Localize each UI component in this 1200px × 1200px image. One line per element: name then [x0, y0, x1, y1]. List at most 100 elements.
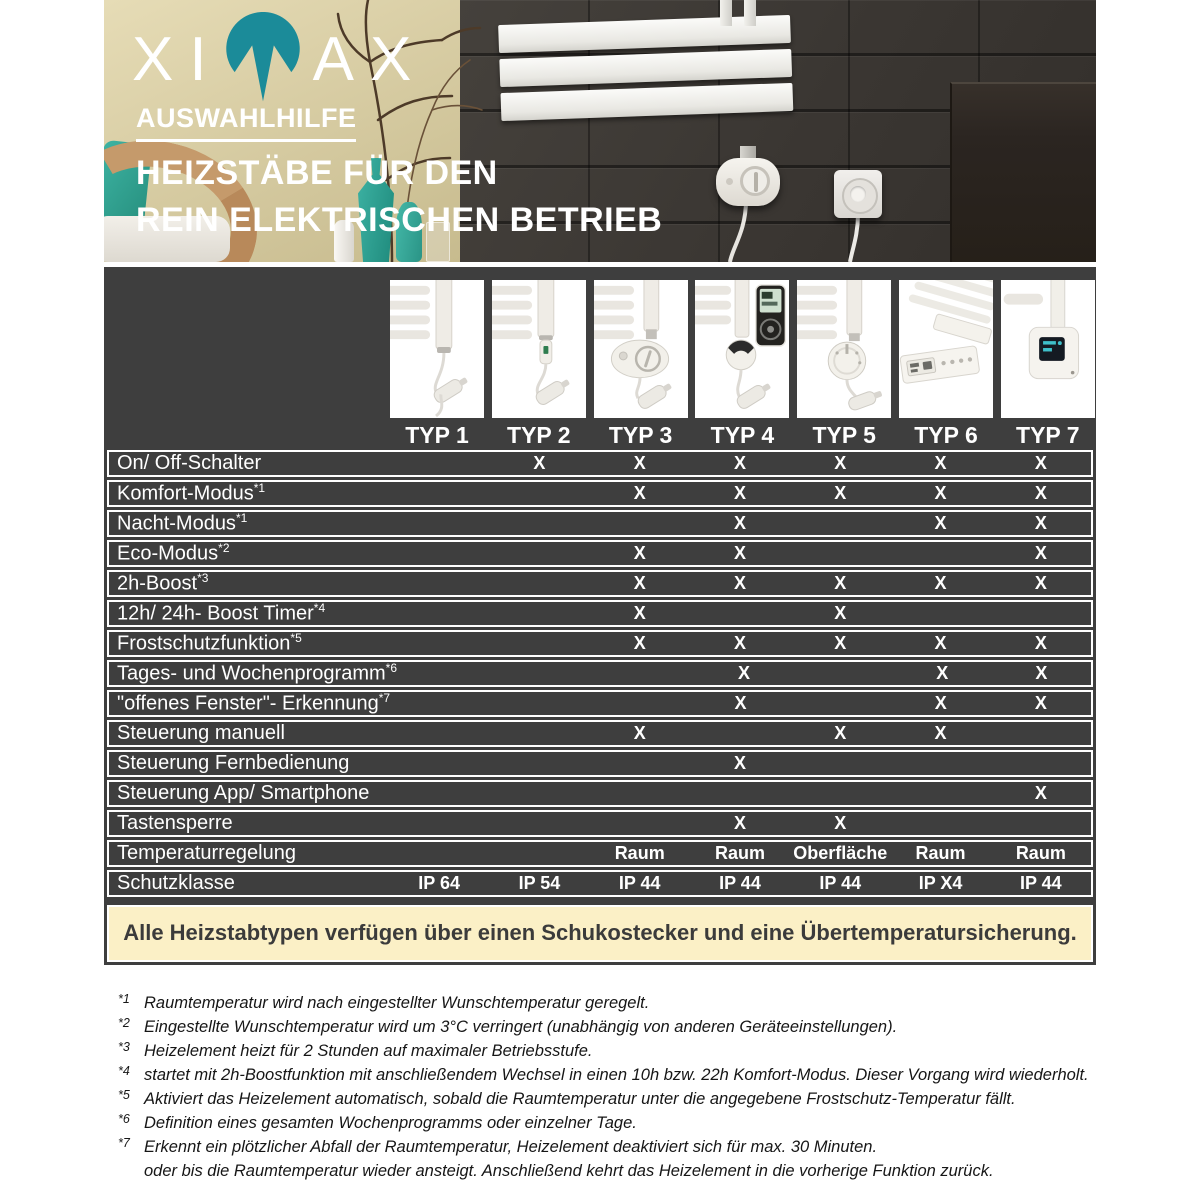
feature-cell: X	[1034, 543, 1047, 563]
footnote-text: oder bis die Raumtemperatur wieder anste…	[144, 1162, 994, 1180]
row-label: On/ Off-Schalter	[117, 452, 262, 474]
feature-cell: X	[834, 483, 847, 503]
feature-cell: X	[934, 453, 947, 473]
radiator-pipe	[720, 0, 732, 26]
feature-cell: IP X4	[918, 873, 963, 893]
footnote-marker: *4	[118, 1064, 130, 1078]
feature-cell: IP 44	[1019, 873, 1062, 893]
footnote: *4 startet mit 2h-Boostfunktion mit ansch…	[118, 1064, 1108, 1084]
cable-decoration	[728, 199, 860, 262]
footnote-text: Heizelement heizt für 2 Stunden auf maxi…	[144, 1042, 593, 1060]
row-label: Steuerung manuell	[117, 722, 285, 744]
white-vase-decoration	[334, 220, 354, 262]
typ-3-label: TYP 3	[608, 422, 673, 448]
feature-cell: X	[633, 723, 646, 743]
feature-cell: X	[633, 633, 646, 653]
table-row: Steuerung Fernbedienung X	[107, 750, 1093, 777]
table-row: Temperaturregelung Raum Raum Oberfläche Raum…	[107, 840, 1093, 867]
footnote-text: Eingestellte Wunschtemperatur wird um 3°…	[144, 1018, 898, 1036]
feature-cell: X	[834, 813, 847, 833]
row-label: Nacht-Modus*1	[117, 511, 248, 535]
table-row: Komfort-Modus*1 X X X X X	[107, 480, 1093, 507]
feature-cell: X	[633, 603, 646, 623]
feature-cell: Raum	[915, 843, 966, 863]
chair-seat-decoration	[104, 216, 230, 262]
glass-decoration	[426, 222, 450, 262]
table-row: Eco-Modus*2 X X X	[107, 540, 1093, 567]
feature-cell: X	[1034, 633, 1047, 653]
feature-cell: X	[834, 723, 847, 743]
footnote-text: Raumtemperatur wird nach eingestellter W…	[144, 994, 650, 1012]
radiator-pipe	[744, 0, 756, 26]
footnote-text: Definition eines gesamten Wochenprogramm…	[144, 1114, 637, 1132]
feature-cell: X	[934, 693, 947, 713]
footnote: *2 Eingestellte Wunschtemperatur wird um …	[118, 1016, 1108, 1036]
ximax-m-icon	[225, 12, 300, 102]
feature-cell: X	[733, 453, 746, 473]
comparison-panel: TYP 1 TYP 2 TYP 3 TYP 4 TYP 5 TYP 6 TYP …	[104, 267, 1096, 965]
table-row: 12h/ 24h- Boost Timer*4 X X	[107, 600, 1093, 627]
typ-1-product-image	[390, 280, 484, 418]
table-row: Frostschutzfunktion*5 X X X X X	[107, 630, 1093, 657]
hero-banner: XI AX AUSWAHLHILFE HEIZSTÄBE FÜR DEN REI…	[104, 0, 1096, 262]
footnote-marker: *5	[118, 1088, 130, 1102]
feature-cell: X	[737, 663, 750, 683]
feature-cell: X	[936, 663, 949, 683]
feature-cell: Raum	[1015, 843, 1066, 863]
feature-cell: X	[1034, 573, 1047, 593]
hero-text-block: AUSWAHLHILFE HEIZSTÄBE FÜR DEN REIN ELEK…	[136, 103, 662, 237]
note-bar: Alle Heizstabtypen verfügen über einen S…	[107, 905, 1093, 962]
typ-5-label: TYP 5	[812, 422, 876, 448]
table-row: On/ Off-Schalter X X X X X X	[107, 450, 1093, 477]
typ-4-product-image	[695, 280, 790, 418]
wall-outlet	[834, 170, 882, 218]
feature-cell: Oberfläche	[793, 843, 888, 863]
feature-rows: On/ Off-Schalter X X X X X X Komfort-Modus*1 X X X…	[107, 450, 1093, 900]
feature-cell: X	[733, 513, 746, 533]
feature-cell: Raum	[614, 843, 665, 863]
table-row: Schutzklasse IP 64 IP 54 IP 44 IP 44 IP 44 IP …	[107, 870, 1093, 897]
feature-cell: X	[934, 633, 947, 653]
footnote-marker: *1	[118, 992, 130, 1006]
hero-kicker: AUSWAHLHILFE	[136, 103, 357, 142]
footnote-marker: *2	[118, 1016, 130, 1030]
feature-cell: X	[934, 513, 947, 533]
typ-6-product-image	[898, 280, 993, 418]
typ-1-label: TYP 1	[405, 422, 469, 448]
hero-title-line2: REIN ELEKTRISCHEN BETRIEB	[136, 201, 663, 239]
feature-cell: X	[934, 723, 947, 743]
feature-cell: IP 44	[819, 873, 862, 893]
footnote: *3 Heizelement heizt für 2 Stunden auf ma…	[118, 1040, 1108, 1060]
typ-4-label: TYP 4	[710, 422, 775, 448]
footnote-text: startet mit 2h-Boostfunktion mit anschli…	[144, 1066, 1089, 1084]
footnotes: *1 Raumtemperatur wird nach eingestellter…	[118, 992, 1108, 1186]
typ-7-product-image	[1000, 280, 1095, 418]
typ-2-label: TYP 2	[507, 422, 571, 448]
table-row: Steuerung manuell X X X	[107, 720, 1093, 747]
table-row: Tages- und Wochenprogramm*6 X X X	[107, 660, 1093, 687]
feature-cell: X	[1034, 513, 1047, 533]
table-row: Tastensperre X X	[107, 810, 1093, 837]
ximax-logo: XI AX	[132, 12, 427, 108]
typ-5-product-image	[797, 280, 892, 418]
feature-cell: X	[834, 603, 847, 623]
feature-cell: X	[1034, 483, 1047, 503]
footnote-text: Aktiviert das Heizelement automatisch, s…	[144, 1090, 1016, 1108]
row-label: 12h/ 24h- Boost Timer*4	[117, 601, 326, 625]
footnote: *6 Definition eines gesamten Wochenprogra…	[118, 1112, 1108, 1132]
footnote-marker: *7	[118, 1136, 130, 1150]
feature-cell: X	[633, 483, 646, 503]
typ-labels-row: TYP 1 TYP 2 TYP 3 TYP 4 TYP 5 TYP 6 TYP …	[390, 422, 1096, 449]
feature-cell: X	[633, 453, 646, 473]
feature-cell: Raum	[714, 843, 765, 863]
footnote: *7 Erkennt ein plötzlicher Abfall der Rau…	[118, 1136, 1108, 1156]
row-label: Steuerung Fernbedienung	[117, 752, 350, 774]
feature-cell: X	[533, 453, 546, 473]
feature-cell: X	[733, 633, 746, 653]
hero-cabinet	[950, 82, 1096, 262]
feature-cell: X	[1034, 453, 1047, 473]
row-label: Steuerung App/ Smartphone	[117, 782, 370, 804]
typ-2-product-image	[491, 280, 586, 418]
table-row: 2h-Boost*3 X X X X X	[107, 570, 1093, 597]
thermostat-dial-icon	[740, 166, 770, 196]
